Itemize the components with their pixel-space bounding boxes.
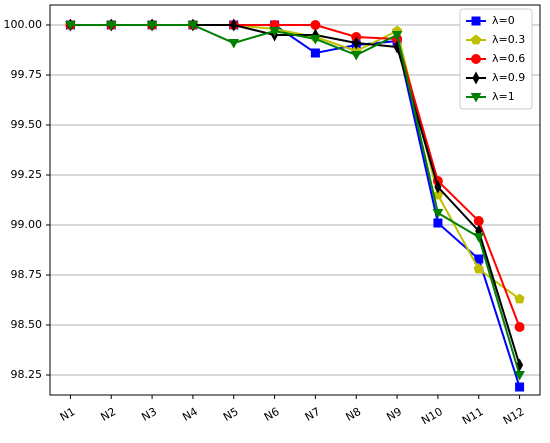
x-tick-label: N1 bbox=[58, 405, 78, 424]
marker bbox=[514, 293, 525, 304]
legend-box bbox=[459, 8, 533, 110]
marker bbox=[473, 216, 484, 226]
marker bbox=[146, 21, 158, 31]
marker bbox=[187, 21, 199, 31]
x-tick-label: N6 bbox=[262, 405, 282, 424]
marker bbox=[433, 218, 443, 228]
marker bbox=[514, 322, 525, 332]
x-tick-label: N3 bbox=[139, 405, 159, 424]
series-line bbox=[70, 24, 521, 388]
x-tick-label: N4 bbox=[180, 405, 200, 424]
series-line bbox=[70, 24, 521, 328]
y-tick-label: 99.00 bbox=[11, 218, 43, 231]
x-tick-label: N10 bbox=[419, 405, 445, 427]
x-tick-label: N9 bbox=[384, 405, 404, 424]
marker bbox=[514, 371, 525, 381]
marker bbox=[310, 48, 320, 58]
x-tick-label: N7 bbox=[303, 405, 323, 424]
marker bbox=[269, 27, 280, 37]
series-line bbox=[70, 24, 521, 376]
marker bbox=[228, 39, 240, 49]
plot-frame bbox=[49, 4, 541, 396]
marker bbox=[474, 254, 484, 264]
marker bbox=[473, 233, 485, 243]
y-tick-label: 100.00 bbox=[4, 18, 43, 31]
marker bbox=[470, 34, 482, 45]
marker bbox=[230, 18, 238, 32]
marker bbox=[105, 21, 117, 31]
series-line bbox=[70, 24, 521, 300]
marker bbox=[391, 31, 403, 41]
marker bbox=[310, 35, 321, 45]
y-tick-label: 98.75 bbox=[11, 268, 43, 281]
x-tick-label: N8 bbox=[344, 405, 364, 424]
marker bbox=[350, 51, 362, 61]
legend-label: λ=1 bbox=[492, 90, 515, 103]
x-tick-label: N2 bbox=[99, 405, 119, 424]
x-tick-label: N5 bbox=[221, 405, 241, 424]
marker bbox=[352, 36, 360, 50]
marker bbox=[470, 93, 482, 103]
x-tick-label: N12 bbox=[501, 405, 527, 427]
marker bbox=[310, 20, 321, 30]
legend-label: λ=0.3 bbox=[492, 33, 525, 46]
legend-label: λ=0.9 bbox=[492, 71, 525, 84]
legend-label: λ=0.6 bbox=[492, 52, 525, 65]
legend-label: λ=0 bbox=[492, 14, 515, 27]
marker bbox=[471, 54, 481, 64]
x-tick-label: N11 bbox=[460, 405, 486, 427]
marker bbox=[434, 180, 442, 194]
y-tick-label: 98.25 bbox=[11, 368, 43, 381]
marker bbox=[473, 263, 484, 274]
marker bbox=[472, 71, 480, 85]
y-tick-label: 99.75 bbox=[11, 68, 43, 81]
marker bbox=[515, 382, 525, 392]
marker bbox=[471, 16, 481, 26]
y-tick-label: 99.25 bbox=[11, 168, 43, 181]
y-tick-label: 98.50 bbox=[11, 318, 43, 331]
y-tick-label: 99.50 bbox=[11, 118, 43, 131]
marker bbox=[432, 209, 444, 219]
marker bbox=[65, 21, 76, 31]
